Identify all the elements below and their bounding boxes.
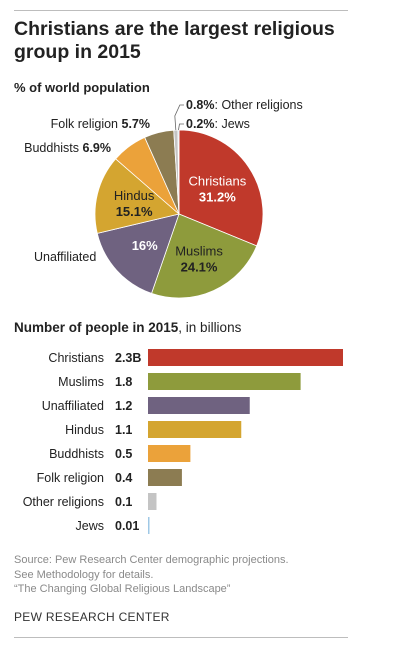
bar-value-label: 0.4: [115, 471, 132, 485]
bar-value-label: 1.2: [115, 399, 132, 413]
leader-line: [174, 104, 184, 131]
bar-value-label: 0.1: [115, 495, 132, 509]
bar-subtitle: Number of people in 2015, in billions: [14, 320, 241, 335]
pie-value-label: 5.7%: [122, 117, 151, 131]
bar-hindus: [148, 421, 242, 438]
pie-outside-label: 0.8%: Other religions: [186, 98, 303, 112]
pie-value-label: 16%: [132, 238, 158, 253]
source-line: Source: Pew Research Center demographic …: [14, 554, 289, 566]
bar-muslims: [148, 373, 301, 390]
pie-slice-jews: [177, 129, 180, 215]
bar-category-label: Muslims: [58, 375, 104, 389]
bar-chart: Christians 2.3B Muslims 1.8 Unaffiliated 1.2 H…: [23, 349, 343, 534]
bar-category-label: Christians: [48, 351, 104, 365]
pie-slice-label: Muslims: [175, 243, 223, 258]
bar-category-label: Unaffiliated: [42, 399, 104, 413]
leader-line: [178, 123, 184, 131]
pie-slice-label: : Jews: [215, 117, 250, 131]
pie-slice-label: Christians: [188, 173, 246, 188]
pie-outside-label: Folk religion 5.7%: [51, 117, 150, 131]
bar-category-label: Buddhists: [49, 447, 104, 461]
bar-value-label: 1.1: [115, 423, 132, 437]
bar-subtitle-rest: , in billions: [178, 320, 242, 335]
chart-title: Christians are the largest religious gro…: [14, 18, 335, 63]
pie-value-label: 15.1%: [116, 204, 153, 219]
pie-value-label: 6.9%: [83, 141, 112, 155]
bar-category-label: Jews: [76, 519, 104, 533]
pie-slice-hindus: [94, 158, 180, 234]
bar-buddhists: [148, 445, 191, 462]
bar-christians: [148, 349, 343, 366]
pie-value-label: 0.8%: [186, 98, 215, 112]
top-rule: [14, 10, 348, 11]
pie-outside-label: 0.2%: Jews: [186, 117, 250, 131]
bar-value-label: 0.5: [115, 447, 132, 461]
bar-value-label: 1.8: [115, 375, 132, 389]
pie-value-label: 0.2%: [186, 117, 215, 131]
bar-subtitle-bold: Number of people in 2015: [14, 320, 179, 335]
pie-outside-label: Buddhists 6.9%: [24, 141, 111, 155]
source-line: See Methodology for details.: [14, 568, 154, 581]
credit-label: PEW RESEARCH CENTER: [14, 610, 170, 624]
source-line: “The Changing Global Religious Landscape…: [14, 583, 231, 595]
bar-other-religions: [148, 493, 157, 510]
pie-slice-label: Folk religion: [51, 117, 122, 131]
pie-subtitle: % of world population: [14, 80, 150, 95]
bar-folk-religion: [148, 469, 182, 486]
pie-slice-muslims: [151, 213, 258, 299]
pie-slice-label: Hindus: [114, 188, 155, 203]
pie-slice-label: Unaffiliated: [34, 250, 96, 264]
bar-value-label: 2.3B: [115, 351, 141, 365]
pie-slice-christians: [178, 129, 264, 247]
pie-slice-label: : Other religions: [215, 98, 303, 112]
bar-category-label: Hindus: [65, 423, 104, 437]
pie-value-label: 24.1%: [181, 259, 218, 274]
pie-value-label: 31.2%: [199, 189, 236, 204]
bar-category-label: Other religions: [23, 495, 104, 509]
pie-slice-label: Buddhists: [24, 141, 82, 155]
bottom-rule: [14, 637, 348, 638]
bar-category-label: Folk religion: [37, 471, 104, 485]
source-note: Source: Pew Research Center demographic …: [14, 553, 289, 597]
bar-unaffiliated: [148, 397, 250, 414]
bar-jews: [148, 517, 150, 534]
bar-value-label: 0.01: [115, 519, 139, 533]
pie-slice-unaffiliated: [96, 213, 180, 294]
